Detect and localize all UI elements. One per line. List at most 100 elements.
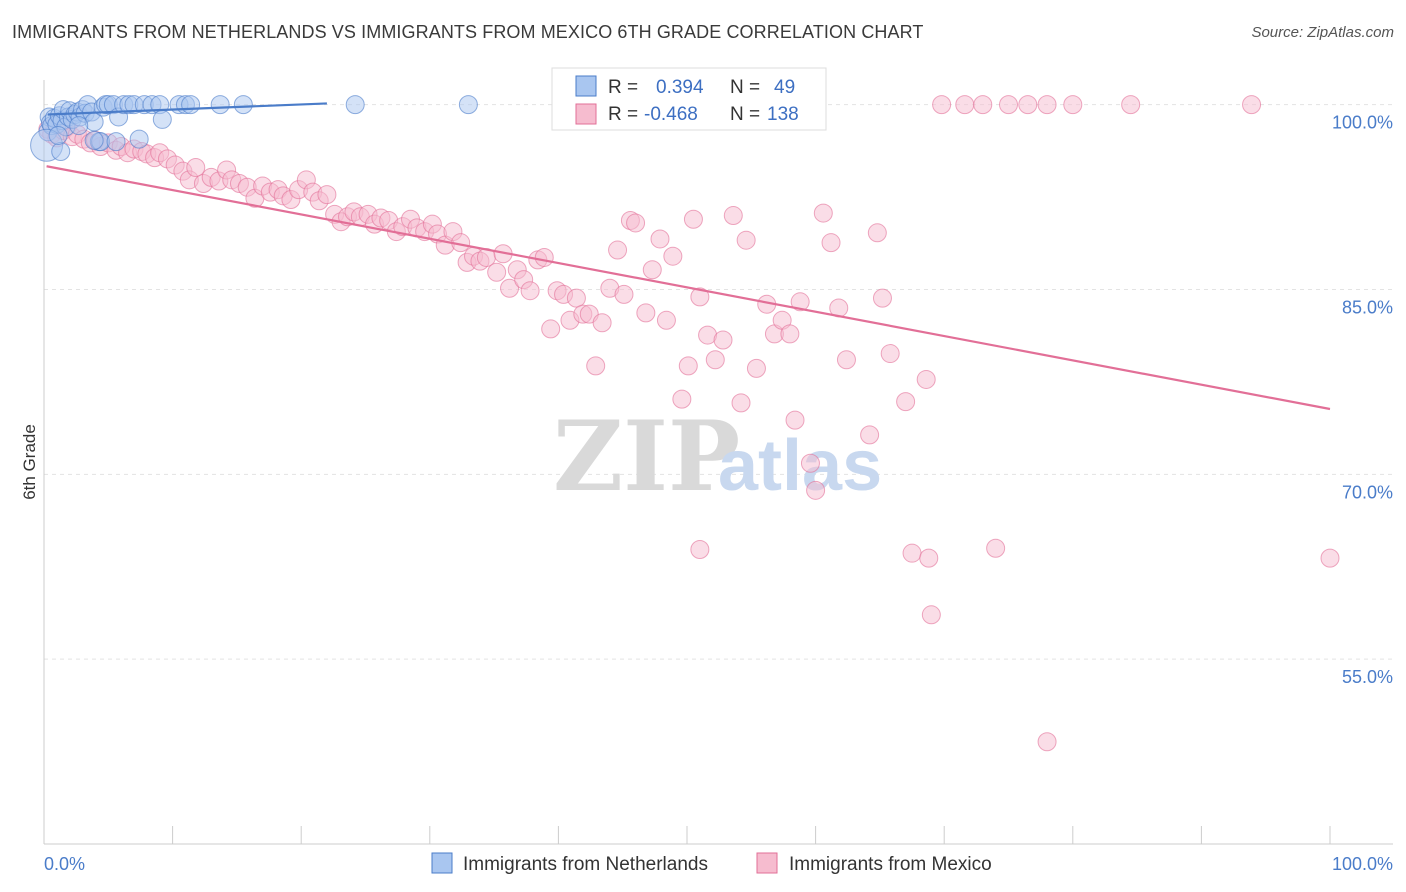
mexico-point (986, 538, 1006, 558)
netherlands-point (233, 95, 253, 115)
bottom-legend-swatch-netherlands (431, 852, 453, 874)
netherlands-trend-line (47, 102, 327, 116)
mexico-point (683, 209, 703, 229)
mexico-point (690, 287, 710, 307)
mexico-point (813, 203, 833, 223)
mexico-point (1037, 95, 1057, 115)
bottom-legend: Immigrants from Netherlands Immigrants f… (431, 852, 992, 875)
mexico-point (919, 548, 939, 568)
y-tick-label-3: 55.0% (1342, 667, 1393, 687)
watermark-atlas: atlas (718, 426, 882, 506)
x-tick-label-max: 100.0% (1332, 854, 1393, 874)
mexico-point (867, 223, 887, 243)
netherlands-point (48, 125, 68, 145)
mexico-point (541, 319, 561, 339)
chart-title: IMMIGRANTS FROM NETHERLANDS VS IMMIGRANT… (12, 22, 924, 42)
mexico-point (487, 262, 507, 282)
y-axis-tick-labels: 100.0% 85.0% 70.0% 55.0% (1332, 113, 1393, 688)
mexico-point (656, 310, 676, 330)
legend-r-value-1: 0.394 (656, 77, 704, 98)
netherlands-point (458, 95, 478, 115)
mexico-point (1063, 95, 1083, 115)
mexico-point (736, 230, 756, 250)
legend-n-value-2: 138 (767, 104, 799, 125)
legend-n-label-1: N = (730, 77, 760, 98)
mexico-point (626, 213, 646, 233)
mexico-point (1018, 95, 1038, 115)
mexico-point (896, 392, 916, 412)
netherlands-point (129, 129, 149, 149)
netherlands-point (210, 95, 230, 115)
legend-r-label-2: R = (608, 104, 638, 125)
mexico-point (746, 358, 766, 378)
mexico-point (678, 356, 698, 376)
mexico-point (534, 247, 554, 267)
mexico-point (614, 284, 634, 304)
trend-lines (46, 102, 1331, 411)
x-axis-ticks (43, 826, 1331, 844)
mexico-point (860, 425, 880, 445)
mexico-point (731, 393, 751, 413)
mexico-point (821, 233, 841, 253)
y-tick-label-0: 100.0% (1332, 113, 1393, 133)
netherlands-point (152, 109, 172, 129)
bottom-legend-mexico: Immigrants from Mexico (789, 854, 992, 875)
watermark-zip: ZIP (553, 400, 740, 513)
netherlands-point (181, 95, 201, 115)
watermark: ZIP atlas (553, 400, 882, 513)
mexico-point (1242, 95, 1262, 115)
bottom-legend-swatch-mexico (756, 852, 778, 874)
chart-source: Source: ZipAtlas.com (1251, 24, 1394, 41)
mexico-point (186, 157, 206, 177)
mexico-point (790, 292, 810, 312)
mexico-point (586, 356, 606, 376)
mexico-point (690, 539, 710, 559)
netherlands-point (106, 132, 126, 152)
mexico-point (520, 281, 540, 301)
mexico-point (800, 453, 820, 473)
mexico-point (880, 344, 900, 364)
mexico-point (916, 369, 936, 389)
legend-n-value-1: 49 (774, 77, 795, 98)
netherlands-point (51, 141, 71, 161)
mexico-point (1037, 732, 1057, 752)
mexico-point (955, 95, 975, 115)
mexico-point (317, 185, 337, 205)
mexico-point (566, 288, 586, 308)
mexico-point (636, 303, 656, 323)
mexico-point (785, 410, 805, 430)
x-tick-label-min: 0.0% (44, 854, 85, 874)
legend-n-label-2: N = (730, 104, 760, 125)
mexico-point (932, 95, 952, 115)
legend-swatch-netherlands (575, 75, 597, 97)
mexico-point (672, 389, 692, 409)
mexico-point (663, 246, 683, 266)
mexico-point (705, 350, 725, 370)
y-axis-label: 6th Grade (20, 424, 39, 500)
stats-legend: R = 0.394 N = 49 R = -0.468 N = 138 (551, 67, 827, 131)
stats-legend-box (551, 67, 827, 131)
mexico-point (650, 229, 670, 249)
mexico-point (723, 206, 743, 226)
mexico-point (642, 260, 662, 280)
y-tick-label-2: 70.0% (1342, 482, 1393, 502)
mexico-point (1320, 548, 1340, 568)
mexico-point (836, 350, 856, 370)
legend-swatch-mexico (575, 103, 597, 125)
netherlands-point (345, 95, 365, 115)
mexico-point (592, 313, 612, 333)
mexico-point (1121, 95, 1141, 115)
mexico-point (806, 480, 826, 500)
legend-r-value-2: -0.468 (644, 104, 698, 125)
netherlands-point (84, 130, 104, 150)
mexico-point (780, 324, 800, 344)
mexico-trend-line (46, 165, 1331, 411)
mexico-point (500, 278, 520, 298)
mexico-point (608, 240, 628, 260)
mexico-point (872, 288, 892, 308)
mexico-point (921, 605, 941, 625)
mexico-point (902, 543, 922, 563)
legend-r-label-1: R = (608, 77, 638, 98)
bottom-legend-netherlands: Immigrants from Netherlands (463, 854, 708, 875)
